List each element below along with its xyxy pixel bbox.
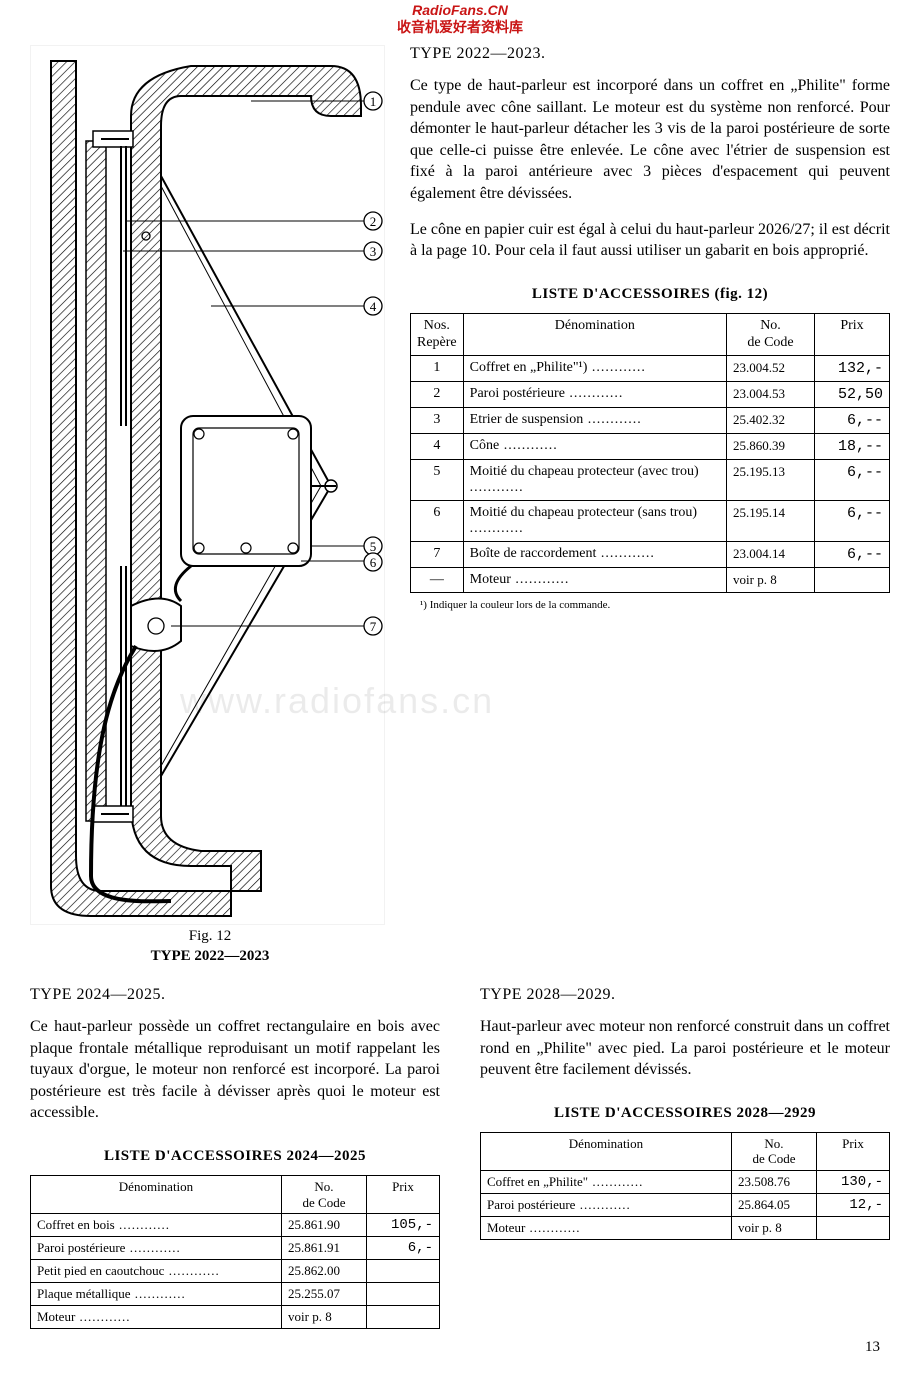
- type-heading-left: TYPE 2024—2025.: [30, 986, 440, 1004]
- table-row: Coffret en bois25.861.90105,-: [31, 1214, 440, 1237]
- table-row: 2Paroi postérieure23.004.5352,50: [411, 382, 890, 408]
- callout-1: 1: [370, 94, 377, 109]
- table-row: Paroi postérieure25.861.916,-: [31, 1237, 440, 1260]
- table-row: Petit pied en caoutchouc25.862.00: [31, 1260, 440, 1283]
- table-row: —Moteurvoir p. 8: [411, 568, 890, 593]
- callout-3: 3: [370, 244, 377, 259]
- list-title-left: LISTE D'ACCESSOIRES 2024—2025: [30, 1148, 440, 1165]
- footnote-top: ¹) Indiquer la couleur lors de la comman…: [420, 599, 890, 611]
- table-row: 5Moitié du chapeau protecteur (avec trou…: [411, 460, 890, 501]
- para-top-1: Ce type de haut-parleur est incorporé da…: [410, 75, 890, 205]
- accessories-table-left: Dénomination No.de Code Prix Coffret en …: [30, 1175, 440, 1329]
- table-row: 7Boîte de raccordement23.004.146,--: [411, 542, 890, 568]
- th-prix: Prix: [815, 313, 890, 356]
- table-row: Paroi postérieure25.864.0512,-: [481, 1193, 890, 1216]
- page-number: 13: [30, 1339, 890, 1356]
- th-code-r: No.de Code: [732, 1132, 817, 1170]
- th-code-l: No.de Code: [282, 1175, 367, 1213]
- table-row: Plaque métallique25.255.07: [31, 1283, 440, 1306]
- type-heading-right: TYPE 2028—2029.: [480, 986, 890, 1004]
- table-row: 3Etrier de suspension25.402.326,--: [411, 408, 890, 434]
- figure-caption-line1: Fig. 12: [189, 928, 232, 944]
- para-left: Ce haut-parleur possède un coffret recta…: [30, 1016, 440, 1124]
- th-denom-l: Dénomination: [31, 1175, 282, 1213]
- callout-6: 6: [370, 555, 377, 570]
- table-row: 1Coffret en „Philite"¹)23.004.52132,-: [411, 356, 890, 382]
- header-link-tagline: 收音机爱好者资料库: [397, 19, 523, 35]
- th-nos: Nos.Repère: [411, 313, 464, 356]
- table-row: Coffret en „Philite"23.508.76130,-: [481, 1170, 890, 1193]
- list-title-right: LISTE D'ACCESSOIRES 2028—2929: [480, 1105, 890, 1122]
- accessories-table-right: Dénomination No.de Code Prix Coffret en …: [480, 1132, 890, 1240]
- callout-5: 5: [370, 539, 377, 554]
- figure-diagram: 1 2 3 4 5: [30, 45, 385, 925]
- table-row: 4Cône25.860.3918,--: [411, 434, 890, 460]
- th-denom: Dénomination: [463, 313, 726, 356]
- th-code: No.de Code: [727, 313, 815, 356]
- header-link-site: RadioFans.CN: [412, 2, 508, 18]
- th-prix-r: Prix: [817, 1132, 890, 1170]
- type-heading-top: TYPE 2022—2023.: [410, 45, 890, 63]
- para-right: Haut-parleur avec moteur non renforcé co…: [480, 1016, 890, 1081]
- table-row: Moteurvoir p. 8: [31, 1306, 440, 1329]
- list-title-top: LISTE D'ACCESSOIRES (fig. 12): [410, 286, 890, 303]
- th-denom-r: Dénomination: [481, 1132, 732, 1170]
- table-row: 6Moitié du chapeau protecteur (sans trou…: [411, 501, 890, 542]
- callout-7: 7: [370, 619, 377, 634]
- th-prix-l: Prix: [367, 1175, 440, 1213]
- figure-caption-line2: TYPE 2022—2023: [151, 948, 270, 964]
- callout-2: 2: [370, 214, 377, 229]
- accessories-table-top: Nos.Repère Dénomination No.de Code Prix …: [410, 313, 890, 594]
- header-links: RadioFans.CN 收音机爱好者资料库: [0, 2, 920, 36]
- para-top-2: Le cône en papier cuir est égal à celui …: [410, 219, 890, 262]
- table-row: Moteurvoir p. 8: [481, 1216, 890, 1239]
- callout-4: 4: [370, 299, 377, 314]
